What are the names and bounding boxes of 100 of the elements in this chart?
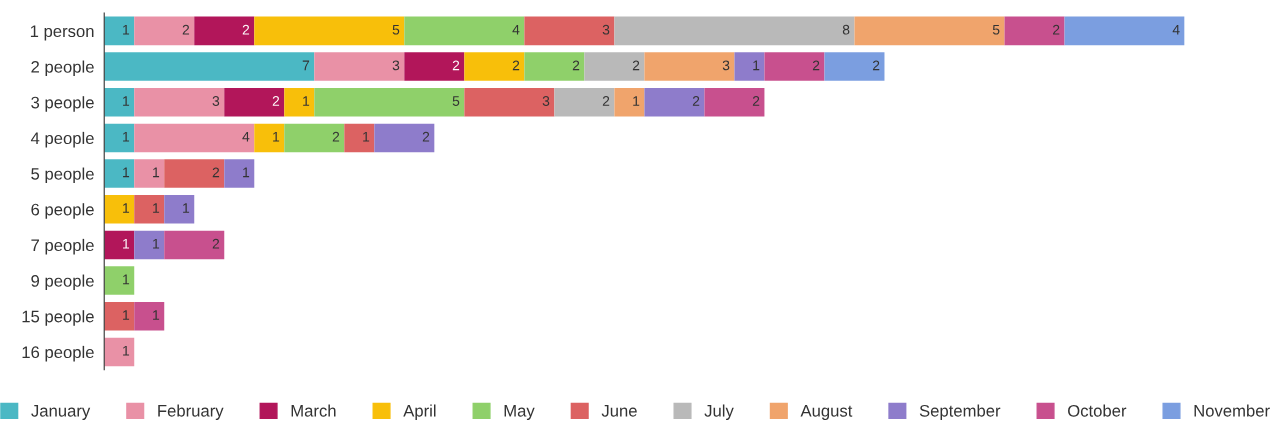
bar xyxy=(374,123,435,153)
y-tick-label: 7 people xyxy=(31,238,94,255)
bar xyxy=(224,159,255,188)
bar xyxy=(194,16,255,46)
bar xyxy=(104,87,135,117)
data-label: 1 xyxy=(363,131,370,142)
bar xyxy=(134,230,165,260)
bar xyxy=(734,52,765,81)
legend-label: May xyxy=(504,405,535,420)
bar xyxy=(134,194,165,224)
data-label: 3 xyxy=(212,96,220,106)
bar xyxy=(644,87,705,117)
data-label: 2 xyxy=(512,60,520,71)
data-label: 3 xyxy=(602,24,610,35)
bar xyxy=(254,123,285,153)
bar xyxy=(644,52,735,81)
data-label: 2 xyxy=(602,96,610,106)
y-tick-label: 15 people xyxy=(22,310,94,326)
y-tick-label: 9 people xyxy=(31,274,94,291)
data-label: 4 xyxy=(1172,24,1180,35)
bar xyxy=(824,52,885,81)
bar xyxy=(104,230,135,260)
data-label: 2 xyxy=(452,60,460,71)
bar xyxy=(134,301,165,331)
data-label: 1 xyxy=(123,131,130,142)
y-tick-label: 1 person xyxy=(30,25,94,41)
bar xyxy=(104,337,135,367)
data-label: 5 xyxy=(392,24,400,35)
bar xyxy=(164,159,225,188)
data-label: 2 xyxy=(422,131,430,142)
bar xyxy=(104,194,135,224)
legend-label: February xyxy=(158,404,224,420)
bar xyxy=(254,16,405,46)
data-label: 1 xyxy=(273,131,280,142)
data-label: 1 xyxy=(153,310,160,320)
bar xyxy=(104,52,315,81)
bar xyxy=(614,16,855,46)
data-label: 7 xyxy=(302,60,310,71)
data-label: 2 xyxy=(182,24,190,35)
data-label: 3 xyxy=(392,60,400,71)
data-label: 3 xyxy=(542,96,550,106)
data-label: 1 xyxy=(123,167,130,178)
bar xyxy=(1004,16,1065,46)
bar xyxy=(164,230,225,260)
data-label: 2 xyxy=(1053,24,1060,35)
bar xyxy=(524,52,585,81)
data-label: 2 xyxy=(872,60,880,71)
legend-label: October xyxy=(1068,404,1127,417)
data-label: 1 xyxy=(123,274,130,285)
bar xyxy=(584,52,645,81)
y-tick-label: 16 people xyxy=(22,345,94,362)
y-tick-label: 6 people xyxy=(31,203,94,219)
bar xyxy=(134,16,195,46)
data-label: 1 xyxy=(123,24,130,35)
y-tick-label: 5 people xyxy=(31,167,94,184)
data-label: 1 xyxy=(123,345,130,356)
bar xyxy=(104,123,135,153)
data-label: 2 xyxy=(212,238,220,249)
data-label: 5 xyxy=(992,24,1000,35)
data-label: 1 xyxy=(153,203,160,213)
bar xyxy=(854,16,1005,46)
data-label: 2 xyxy=(272,96,280,106)
bar xyxy=(224,87,285,117)
data-label: 2 xyxy=(752,96,760,106)
data-label: 1 xyxy=(123,238,130,249)
legend-label: September xyxy=(919,404,1001,420)
data-label: 2 xyxy=(692,96,700,106)
data-label: 1 xyxy=(123,203,130,213)
bar xyxy=(284,87,315,117)
bar xyxy=(554,87,615,117)
bar xyxy=(464,52,525,81)
data-label: 1 xyxy=(303,96,310,106)
data-label: 8 xyxy=(842,24,850,35)
legend-label: March xyxy=(291,404,336,417)
data-label: 1 xyxy=(753,60,760,71)
data-label: 1 xyxy=(633,96,640,106)
bar xyxy=(524,16,615,46)
data-label: 1 xyxy=(123,96,130,106)
data-label: 2 xyxy=(572,60,580,71)
data-label: 4 xyxy=(242,131,250,142)
bar xyxy=(314,52,405,81)
data-label: 1 xyxy=(153,167,160,178)
bar xyxy=(464,87,555,117)
legend-label: August xyxy=(800,405,853,420)
bar xyxy=(134,159,165,188)
bar xyxy=(404,52,465,81)
data-label: 2 xyxy=(242,24,250,35)
legend-label: April xyxy=(403,404,436,420)
bar xyxy=(314,87,465,117)
bar xyxy=(134,123,255,153)
legend-label: July xyxy=(704,404,734,420)
bar xyxy=(134,87,225,117)
legend-label: November xyxy=(1194,404,1270,417)
data-label: 1 xyxy=(123,310,130,320)
data-label: 1 xyxy=(183,203,190,213)
y-tick-label: 2 people xyxy=(31,60,94,77)
bar xyxy=(104,301,135,331)
bar xyxy=(704,87,765,117)
bar xyxy=(404,16,525,46)
bar xyxy=(104,159,135,188)
